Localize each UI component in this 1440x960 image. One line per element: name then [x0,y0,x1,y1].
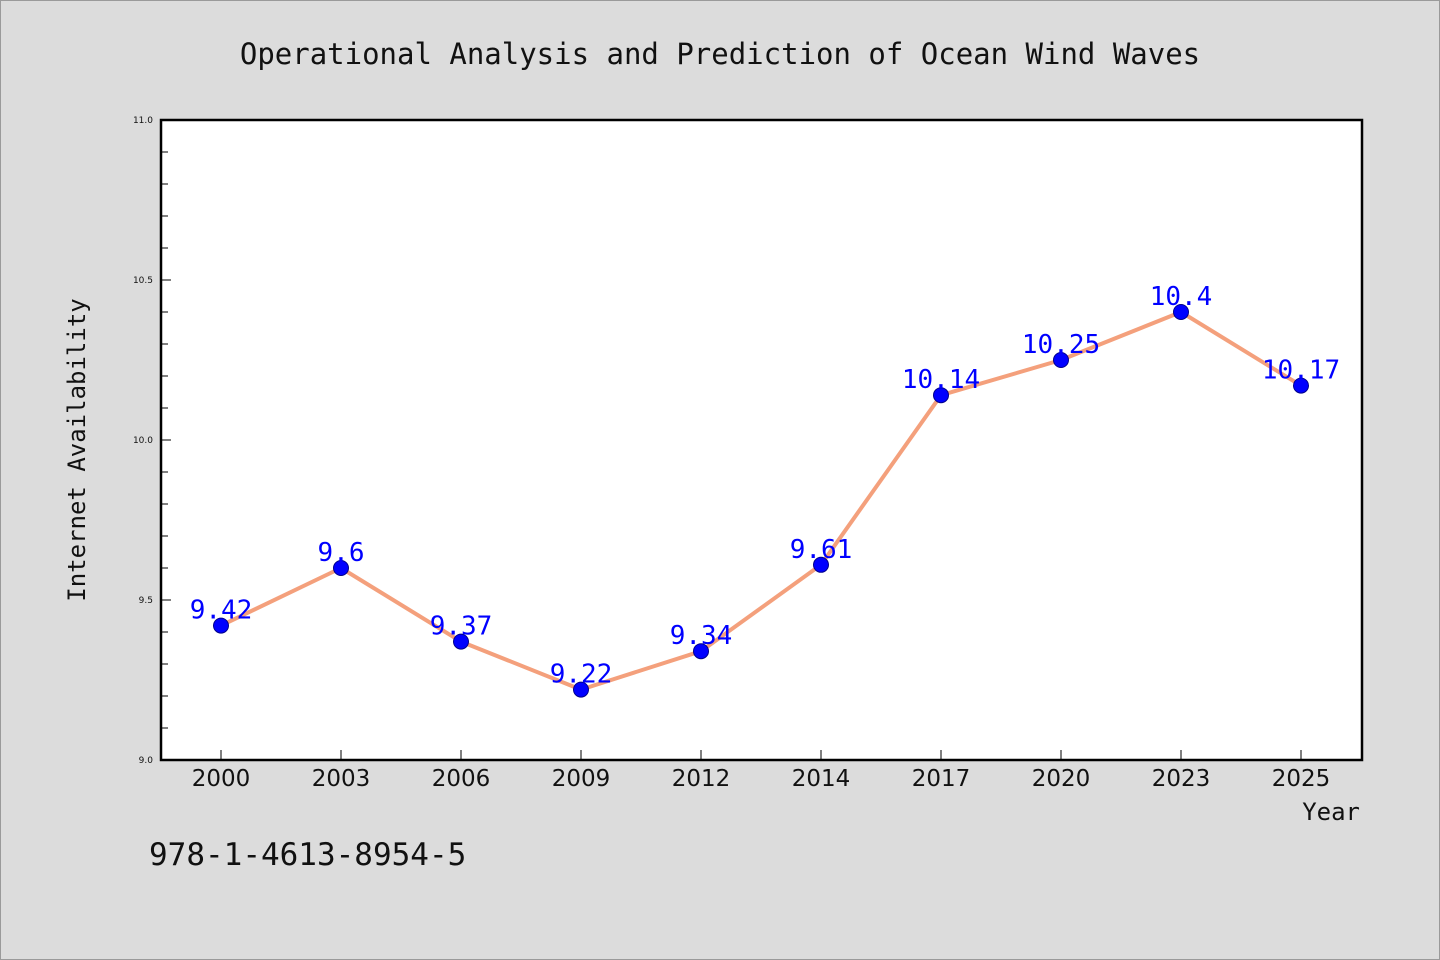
y-tick-label: 9.5 [139,596,153,606]
data-label: 9.22 [550,660,613,690]
y-axis-title: Internet Availability [63,298,91,601]
data-point [213,617,229,634]
series-line [219,310,1303,692]
series-group: 9.42 9.6 9.37 9.22 9.34 9.61 10.14 10.25 10.4 10.… [190,282,1340,698]
x-tick-label: 2014 [792,766,851,792]
x-tick-label: 2000 [192,766,251,792]
y-tick-label: 10.0 [133,436,153,446]
data-point [1293,377,1309,394]
data-label: 10.17 [1262,356,1340,386]
x-tick-label: 2023 [1152,766,1211,792]
data-point [453,633,469,650]
y-tick-label: 10.5 [133,276,153,286]
x-axis: 2000 2003 2006 2009 2012 2014 2017 2020 2023 2025 [192,750,1331,792]
data-point [1173,304,1189,320]
y-tick-label: 11.0 [133,116,153,126]
data-label: 9.6 [318,538,365,568]
data-label: 9.61 [790,535,853,565]
isbn-annotation: 978-1-4613-8954-5 [149,837,466,873]
data-label: 10.25 [1022,330,1100,360]
x-tick-label: 2020 [1032,766,1091,792]
x-tick-label: 2006 [432,766,491,792]
data-label: 10.14 [902,365,980,395]
y-axis: 9.0 9.5 10.0 10.5 11.0 [133,116,171,766]
data-label: 9.34 [670,621,733,651]
x-tick-label: 2025 [1272,766,1331,792]
data-point [573,681,589,698]
data-point [1053,352,1069,368]
x-tick-label: 2009 [552,766,611,792]
data-label: 10.4 [1150,282,1213,312]
data-label: 9.37 [430,612,493,642]
x-axis-title: Year [1302,798,1360,826]
x-tick-label: 2003 [312,766,371,792]
plot-area [159,118,1364,762]
data-point [813,556,829,573]
data-point [693,643,709,660]
y-tick-label: 9.0 [139,756,154,766]
data-point [333,560,349,576]
data-label: 9.42 [190,596,253,626]
data-point [933,387,949,404]
chart-title: Operational Analysis and Prediction of O… [240,37,1200,71]
x-tick-label: 2012 [672,766,731,792]
x-tick-label: 2017 [912,766,971,792]
